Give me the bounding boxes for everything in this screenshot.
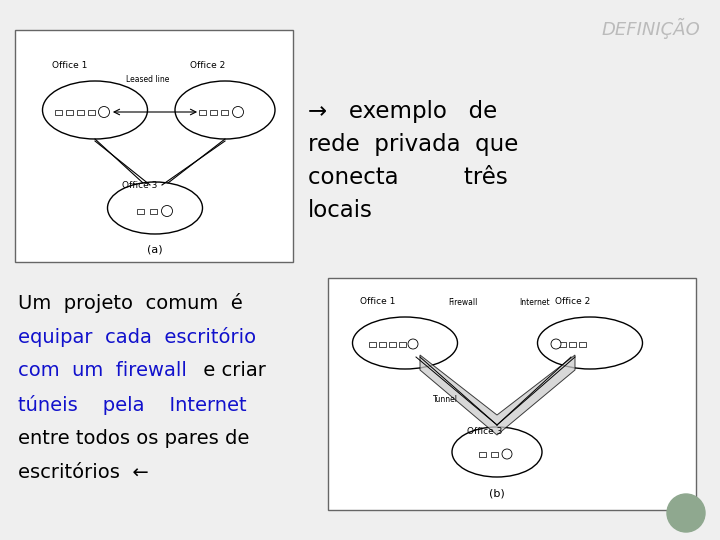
Ellipse shape — [42, 81, 148, 139]
Text: Internet: Internet — [520, 298, 550, 307]
Ellipse shape — [107, 182, 202, 234]
Text: (b): (b) — [489, 489, 505, 499]
Text: com  um  firewall: com um firewall — [18, 361, 187, 380]
Text: e criar: e criar — [197, 361, 266, 380]
Bar — [479, 451, 485, 456]
Text: Tunnel: Tunnel — [433, 395, 457, 404]
Ellipse shape — [175, 81, 275, 139]
Circle shape — [551, 339, 561, 349]
Polygon shape — [420, 355, 575, 435]
Text: Office 1: Office 1 — [360, 297, 395, 306]
Bar — [569, 341, 575, 347]
Text: conecta         três: conecta três — [308, 166, 508, 189]
Bar — [150, 208, 156, 213]
Text: locais: locais — [308, 199, 373, 222]
Bar — [398, 341, 405, 347]
Bar — [559, 341, 565, 347]
Bar — [55, 110, 61, 114]
Text: DEFINIÇÃO: DEFINIÇÃO — [601, 18, 700, 39]
FancyBboxPatch shape — [15, 30, 293, 262]
Text: Office 3: Office 3 — [122, 181, 158, 190]
Text: escritórios  ←: escritórios ← — [18, 463, 149, 482]
Circle shape — [99, 106, 109, 118]
Text: →   exemplo   de: → exemplo de — [308, 100, 498, 123]
Bar — [490, 451, 498, 456]
Ellipse shape — [452, 427, 542, 477]
Ellipse shape — [538, 317, 642, 369]
Text: Office 2: Office 2 — [555, 297, 590, 306]
Ellipse shape — [353, 317, 457, 369]
Text: equipar  cada  escritório: equipar cada escritório — [18, 327, 256, 347]
Circle shape — [161, 206, 173, 217]
Bar — [389, 341, 395, 347]
Bar — [210, 110, 217, 114]
Circle shape — [667, 494, 705, 532]
Bar — [379, 341, 385, 347]
FancyBboxPatch shape — [328, 278, 696, 510]
Bar — [220, 110, 228, 114]
Text: túneis    pela    Internet: túneis pela Internet — [18, 395, 247, 415]
Text: Office 2: Office 2 — [190, 61, 225, 70]
Circle shape — [502, 449, 512, 459]
Text: Firewall: Firewall — [449, 298, 477, 307]
Text: entre todos os pares de: entre todos os pares de — [18, 429, 249, 448]
Text: Office 3: Office 3 — [467, 427, 503, 436]
Text: Um  projeto  comum  é: Um projeto comum é — [18, 293, 243, 313]
Bar — [88, 110, 94, 114]
Bar — [199, 110, 205, 114]
Text: Office 1: Office 1 — [52, 61, 87, 70]
Bar — [369, 341, 376, 347]
Bar — [76, 110, 84, 114]
Bar — [66, 110, 73, 114]
Bar — [578, 341, 585, 347]
Text: Leased line: Leased line — [126, 75, 170, 84]
Circle shape — [233, 106, 243, 118]
Circle shape — [408, 339, 418, 349]
Text: (a): (a) — [147, 245, 163, 255]
Bar — [137, 208, 143, 213]
Text: rede  privada  que: rede privada que — [308, 133, 518, 156]
